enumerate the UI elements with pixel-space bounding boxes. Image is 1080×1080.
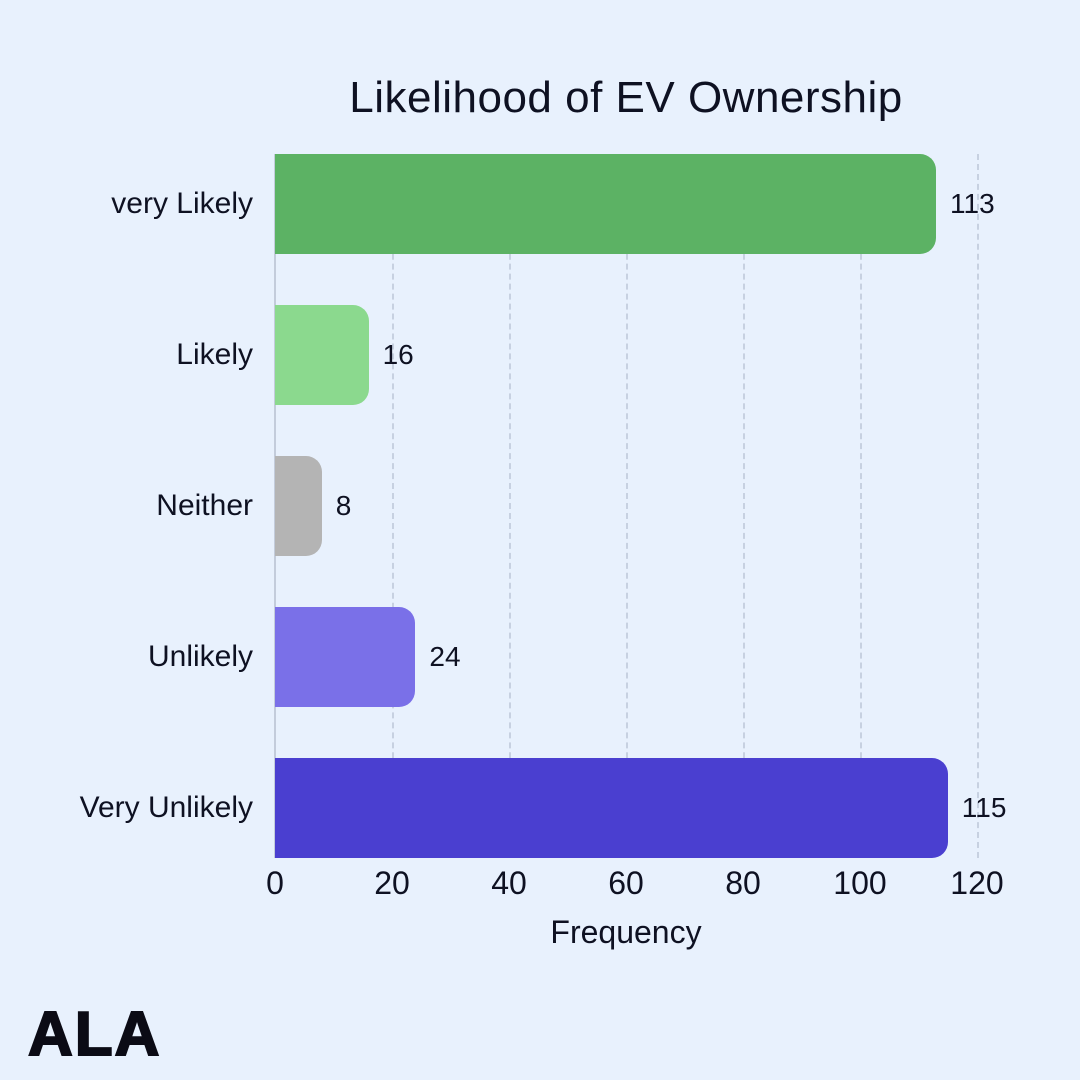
category-label: Unlikely	[147, 640, 253, 673]
chart-title: Likelihood of EV Ownership	[349, 73, 903, 122]
x-tick-label: 100	[833, 865, 887, 901]
value-label: 8	[335, 490, 352, 521]
gridline-x-40	[509, 154, 511, 858]
value-label: 16	[382, 339, 414, 370]
value-label: 113	[950, 188, 995, 219]
bar	[275, 305, 369, 405]
bar-row: Neither 8	[156, 456, 977, 556]
x-tick-label: 0	[266, 865, 284, 901]
x-tick-label: 60	[608, 865, 644, 901]
x-tick-label: 120	[950, 865, 1004, 901]
x-axis-label: Frequency	[550, 914, 702, 950]
bar	[275, 456, 322, 556]
x-tick-label: 80	[725, 865, 761, 901]
gridline-x-20	[392, 154, 394, 858]
x-tick-label: 40	[491, 865, 527, 901]
bar	[275, 607, 416, 707]
gridline-x-60	[626, 154, 628, 858]
bar-row: very Likely 113	[111, 154, 995, 254]
bar	[275, 154, 937, 254]
x-tick-label: 20	[374, 865, 410, 901]
gridline-x-80	[743, 154, 745, 858]
category-label: Very Unlikely	[79, 791, 253, 824]
plot-area: very Likely 113 Likely 16 Neither 8 Unlikely 24…	[80, 154, 1006, 950]
bars-layer: very Likely 113 Likely 16 Neither 8 Unlikely 24…	[80, 154, 1006, 858]
bar-row: Unlikely 24	[148, 607, 977, 707]
x-axis-ticks: 0 20 40 60 80 100 120	[266, 865, 1004, 908]
bar-row: Very Unlikely 115	[80, 758, 1006, 858]
value-label: 115	[961, 792, 1007, 823]
value-label: 24	[429, 641, 461, 672]
bar-row: Likely 16	[176, 305, 977, 405]
brand-logo: ALA	[27, 1000, 162, 1069]
category-label: Neither	[156, 489, 253, 522]
category-label: Likely	[176, 338, 253, 371]
category-label: very Likely	[111, 187, 253, 220]
bar	[275, 758, 948, 858]
gridline-x-100	[860, 154, 862, 858]
gridline-x-120	[977, 154, 979, 858]
